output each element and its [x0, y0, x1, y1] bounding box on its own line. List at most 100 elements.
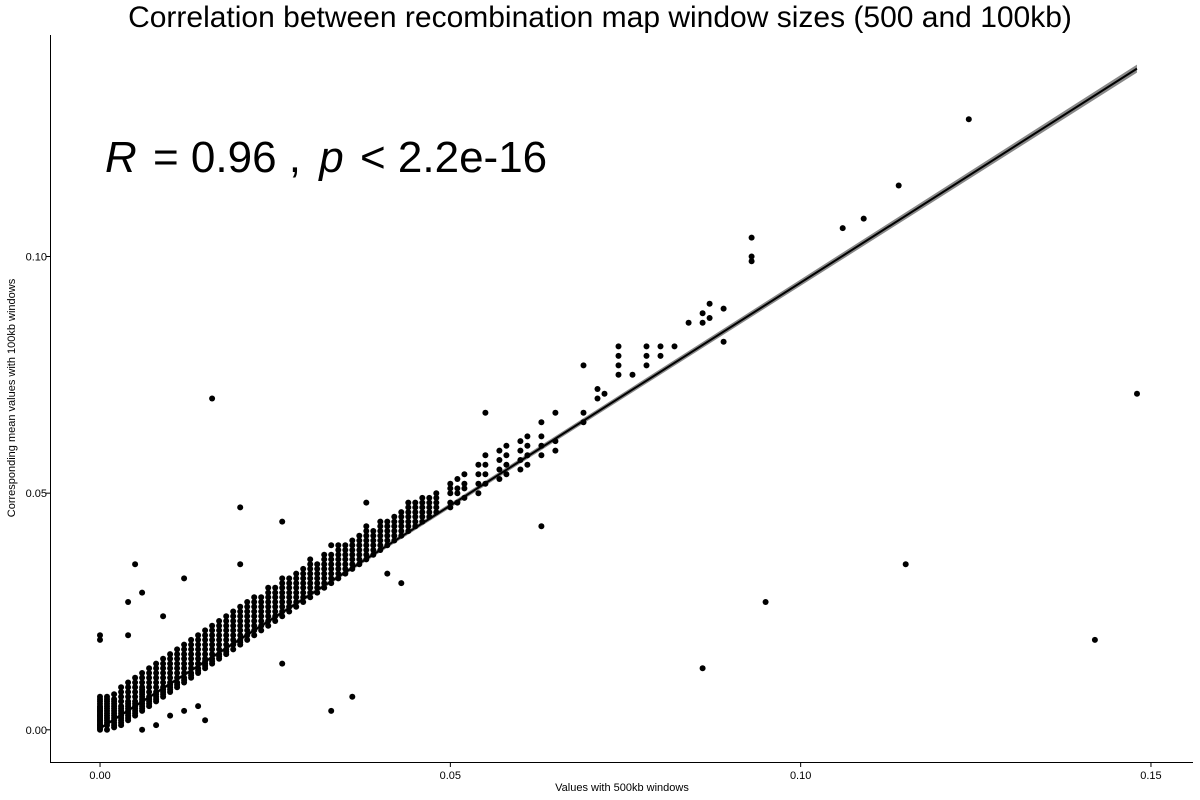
data-point	[160, 655, 167, 662]
data-point	[503, 471, 510, 478]
data-point	[475, 490, 482, 497]
data-point	[125, 715, 132, 721]
data-point	[419, 513, 426, 520]
data-point	[482, 471, 489, 478]
data-point	[552, 447, 559, 454]
data-point	[412, 499, 419, 506]
data-point	[902, 561, 909, 568]
data-point	[244, 599, 251, 605]
data-point	[258, 603, 265, 610]
data-point	[202, 632, 209, 639]
data-point	[118, 693, 125, 700]
data-point	[125, 700, 132, 707]
data-point	[335, 565, 342, 572]
data-point	[384, 537, 391, 544]
data-point	[300, 565, 307, 572]
data-point	[615, 352, 622, 359]
data-point	[258, 613, 265, 620]
data-point	[314, 575, 321, 582]
data-point	[391, 528, 398, 534]
data-point	[279, 603, 286, 610]
data-point	[454, 490, 461, 497]
data-point	[125, 632, 132, 639]
data-point	[195, 667, 202, 674]
x-ticks: 0.00 0.05 0.10 0.15	[89, 762, 1162, 782]
data-point	[132, 684, 139, 691]
data-point	[139, 670, 146, 676]
data-point	[132, 561, 139, 568]
data-point	[496, 447, 503, 454]
data-point	[580, 409, 587, 416]
data-point	[363, 499, 370, 506]
data-point	[405, 504, 412, 511]
data-point	[671, 343, 678, 350]
data-point	[342, 556, 349, 563]
data-point	[286, 584, 293, 591]
data-point	[643, 352, 650, 359]
data-point	[699, 665, 706, 672]
data-point	[195, 632, 202, 639]
data-point	[174, 665, 181, 672]
data-point	[125, 689, 132, 695]
data-point	[461, 480, 468, 487]
data-point	[209, 627, 216, 634]
data-point	[174, 646, 181, 653]
data-point	[160, 670, 167, 676]
data-point	[475, 461, 482, 468]
data-point	[321, 570, 328, 577]
data-point	[237, 627, 244, 634]
x-tick-label: 0.00	[89, 770, 110, 782]
data-point	[594, 386, 601, 392]
data-point	[454, 485, 461, 492]
data-point	[503, 442, 510, 449]
data-point	[272, 608, 279, 615]
data-point	[447, 480, 454, 487]
data-point	[762, 599, 769, 605]
data-point	[643, 343, 650, 350]
data-point	[244, 608, 251, 615]
data-point	[412, 504, 419, 511]
data-point	[433, 494, 440, 501]
data-point	[286, 589, 293, 596]
data-point	[475, 480, 482, 487]
data-point	[188, 646, 195, 653]
data-point	[195, 636, 202, 643]
data-point	[398, 523, 405, 530]
data-point	[328, 551, 335, 558]
data-point	[524, 461, 531, 468]
data-point	[202, 646, 209, 653]
y-ticks: 0.00 0.05 0.10	[26, 252, 51, 737]
data-point	[286, 580, 293, 587]
data-point	[251, 594, 258, 601]
data-point	[244, 618, 251, 624]
data-point	[328, 542, 335, 549]
data-point	[223, 618, 230, 624]
data-point	[244, 627, 251, 634]
data-point	[895, 182, 902, 189]
data-point	[251, 603, 258, 610]
data-point	[146, 700, 153, 707]
data-point	[132, 689, 139, 695]
data-point	[328, 561, 335, 568]
data-point	[202, 641, 209, 648]
axes	[50, 35, 1193, 763]
data-point	[279, 584, 286, 591]
data-point	[160, 660, 167, 667]
data-point	[174, 681, 181, 688]
y-tick-label: 0.05	[26, 488, 47, 500]
data-point	[237, 504, 244, 511]
data-point	[104, 700, 110, 707]
data-point	[363, 551, 370, 558]
data-point	[293, 594, 300, 601]
data-point	[272, 618, 279, 624]
data-point	[146, 689, 153, 695]
correlation-annotation: R = 0.96 , p < 2.2e-16	[105, 133, 547, 182]
data-point	[538, 452, 545, 459]
data-point	[482, 409, 489, 416]
data-point	[181, 575, 188, 582]
data-point	[216, 622, 223, 629]
data-point	[412, 518, 419, 525]
data-point	[111, 707, 118, 714]
data-point	[615, 371, 622, 378]
data-point	[209, 622, 216, 629]
